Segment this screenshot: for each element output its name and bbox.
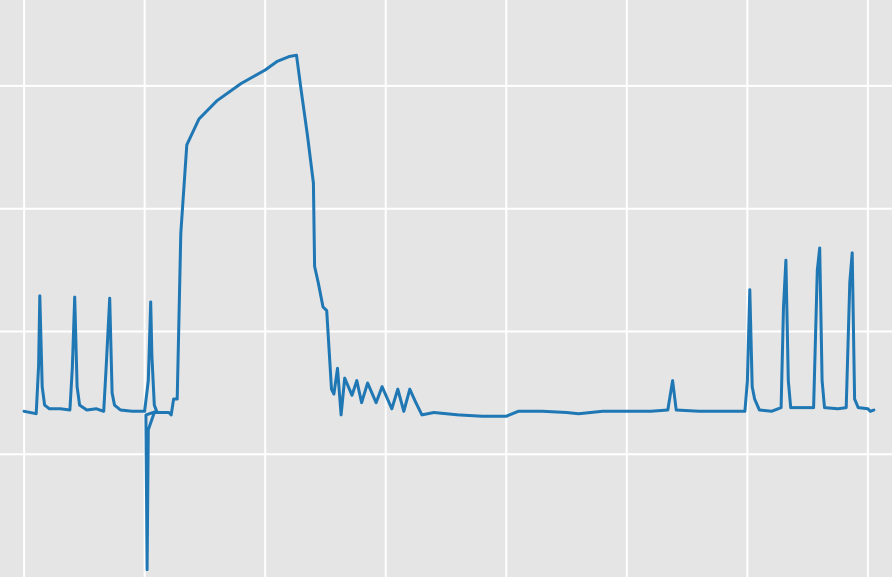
series-line <box>22 53 876 572</box>
vertical-gridlines <box>23 0 869 577</box>
